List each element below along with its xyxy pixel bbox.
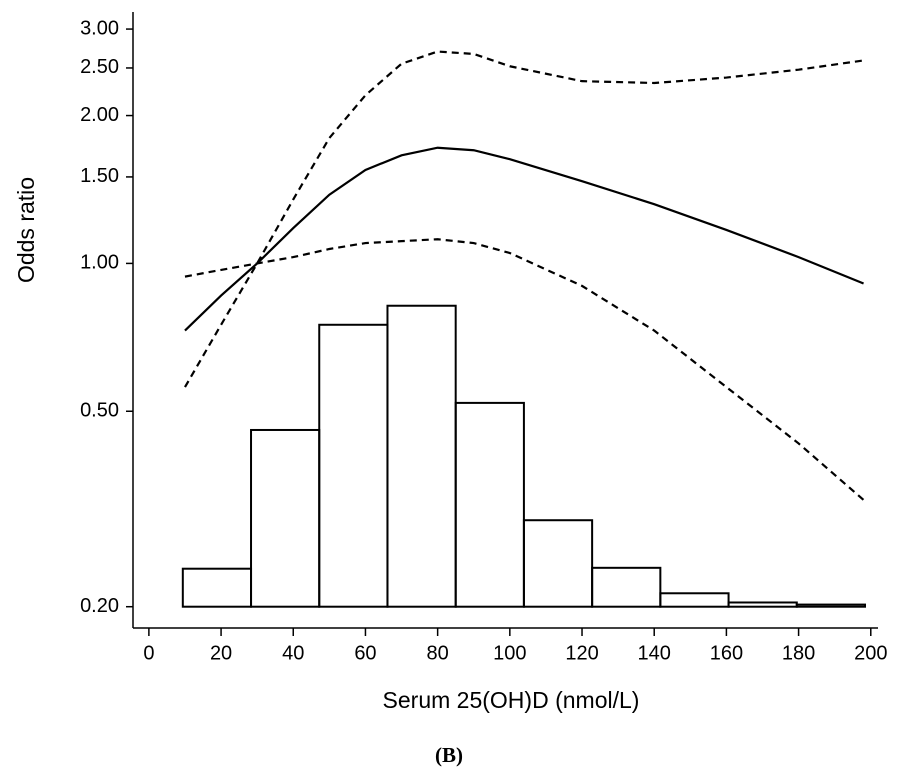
x-axis-title: Serum 25(OH)D (nmol/L) [383,687,640,713]
x-tick-label: 200 [854,642,887,664]
x-tick-label: 100 [493,642,526,664]
y-axis-title: Odds ratio [13,177,39,283]
x-tick-label: 40 [282,642,304,664]
y-tick-label: 1.00 [80,252,119,274]
y-tick-label: 0.20 [80,595,119,617]
histogram-bar [795,603,867,608]
x-tick-label: 140 [638,642,671,664]
x-tick-label: 160 [710,642,743,664]
y-tick-label: 2.50 [80,56,119,78]
histogram-bar [454,401,525,608]
x-tick-label: 120 [565,642,598,664]
histogram-bar [318,323,389,608]
histogram-bar [727,601,798,608]
y-tick-label: 1.50 [80,165,119,187]
x-tick-label: 80 [427,642,449,664]
caption: (B) [435,743,463,767]
histogram-bar [522,519,594,608]
histogram-bar [250,428,321,608]
y-tick-label: 0.50 [80,400,119,422]
line [184,238,865,501]
line [184,146,864,332]
line [184,50,864,388]
x-tick-label: 180 [782,642,815,664]
histogram-bar [659,592,730,608]
x-tick-label: 20 [210,642,232,664]
x-tick-label: 60 [354,642,376,664]
x-tick-label: 0 [143,642,154,664]
histogram-bar [181,567,253,608]
y-tick-label: 3.00 [80,17,119,39]
histogram-bar [386,304,457,608]
y-tick-label: 2.00 [80,104,119,126]
histogram-bar [591,566,662,608]
